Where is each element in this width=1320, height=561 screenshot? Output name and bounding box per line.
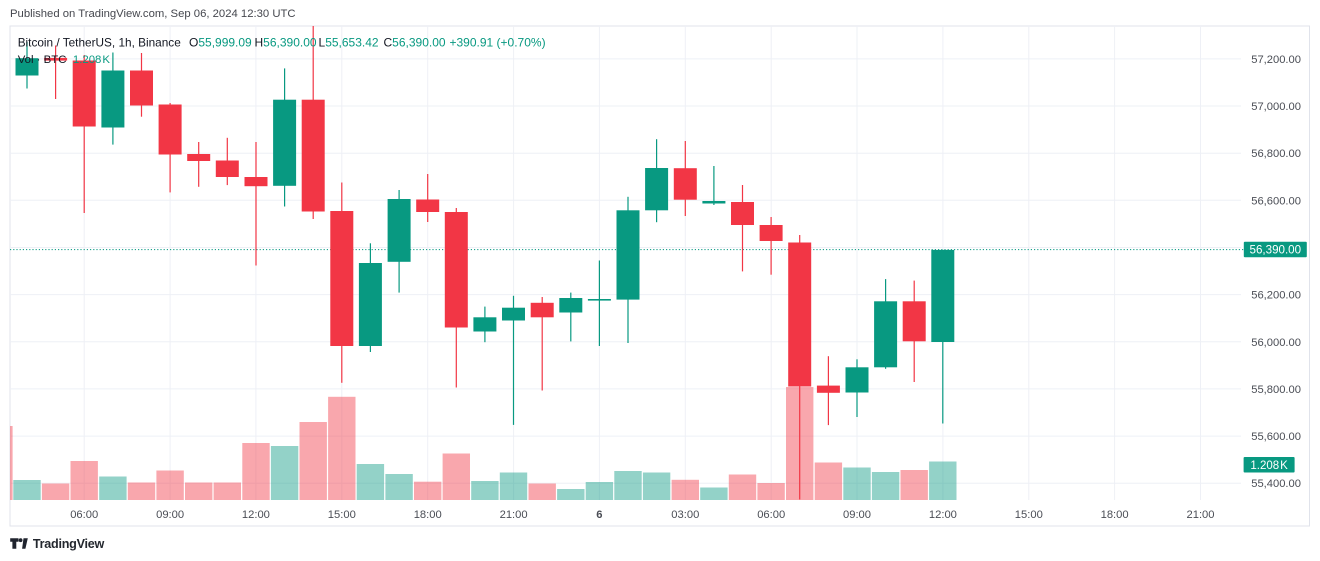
svg-text:09:00: 09:00: [156, 509, 184, 521]
svg-text:O55,999.09: O55,999.09: [189, 35, 252, 49]
svg-text:56,800.00: 56,800.00: [1251, 148, 1301, 160]
svg-text:Vol · BTC: Vol · BTC: [18, 54, 67, 66]
svg-text:L55,653.42: L55,653.42: [319, 35, 379, 49]
svg-text:TradingView: TradingView: [33, 537, 105, 551]
svg-text:06:00: 06:00: [757, 509, 785, 521]
svg-text:06:00: 06:00: [70, 509, 98, 521]
svg-text:55,600.00: 55,600.00: [1251, 431, 1301, 443]
svg-text:57,000.00: 57,000.00: [1251, 101, 1301, 113]
svg-text:1.208 K: 1.208 K: [73, 54, 110, 66]
svg-text:12:00: 12:00: [242, 509, 270, 521]
svg-text:Published on TradingView.com,: Published on TradingView.com, Sep 06, 20…: [10, 8, 296, 20]
svg-text:56,600.00: 56,600.00: [1251, 195, 1301, 207]
svg-text:+390.91 (+0.70%): +390.91 (+0.70%): [450, 35, 546, 49]
svg-text:1.208 K: 1.208 K: [1250, 460, 1288, 472]
svg-text:18:00: 18:00: [1101, 509, 1129, 521]
svg-text:56,390.00: 56,390.00: [1250, 244, 1302, 257]
svg-text:09:00: 09:00: [843, 509, 871, 521]
svg-text:21:00: 21:00: [1187, 509, 1215, 521]
svg-text:55,800.00: 55,800.00: [1251, 384, 1301, 396]
svg-text:56,200.00: 56,200.00: [1251, 290, 1301, 302]
svg-text:Bitcoin / TetherUS, 1h, Binanc: Bitcoin / TetherUS, 1h, Binance: [18, 35, 182, 49]
svg-text:H56,390.00: H56,390.00: [255, 35, 317, 49]
svg-text:18:00: 18:00: [414, 509, 442, 521]
svg-text:15:00: 15:00: [328, 509, 356, 521]
svg-text:6: 6: [596, 509, 602, 521]
svg-text:C56,390.00: C56,390.00: [384, 35, 446, 49]
svg-text:55,400.00: 55,400.00: [1251, 478, 1301, 490]
svg-text:15:00: 15:00: [1015, 509, 1043, 521]
svg-text:56,000.00: 56,000.00: [1251, 337, 1301, 349]
svg-text:57,200.00: 57,200.00: [1251, 54, 1301, 66]
svg-text:21:00: 21:00: [500, 509, 528, 521]
svg-text:12:00: 12:00: [929, 509, 957, 521]
svg-text:03:00: 03:00: [671, 509, 699, 521]
